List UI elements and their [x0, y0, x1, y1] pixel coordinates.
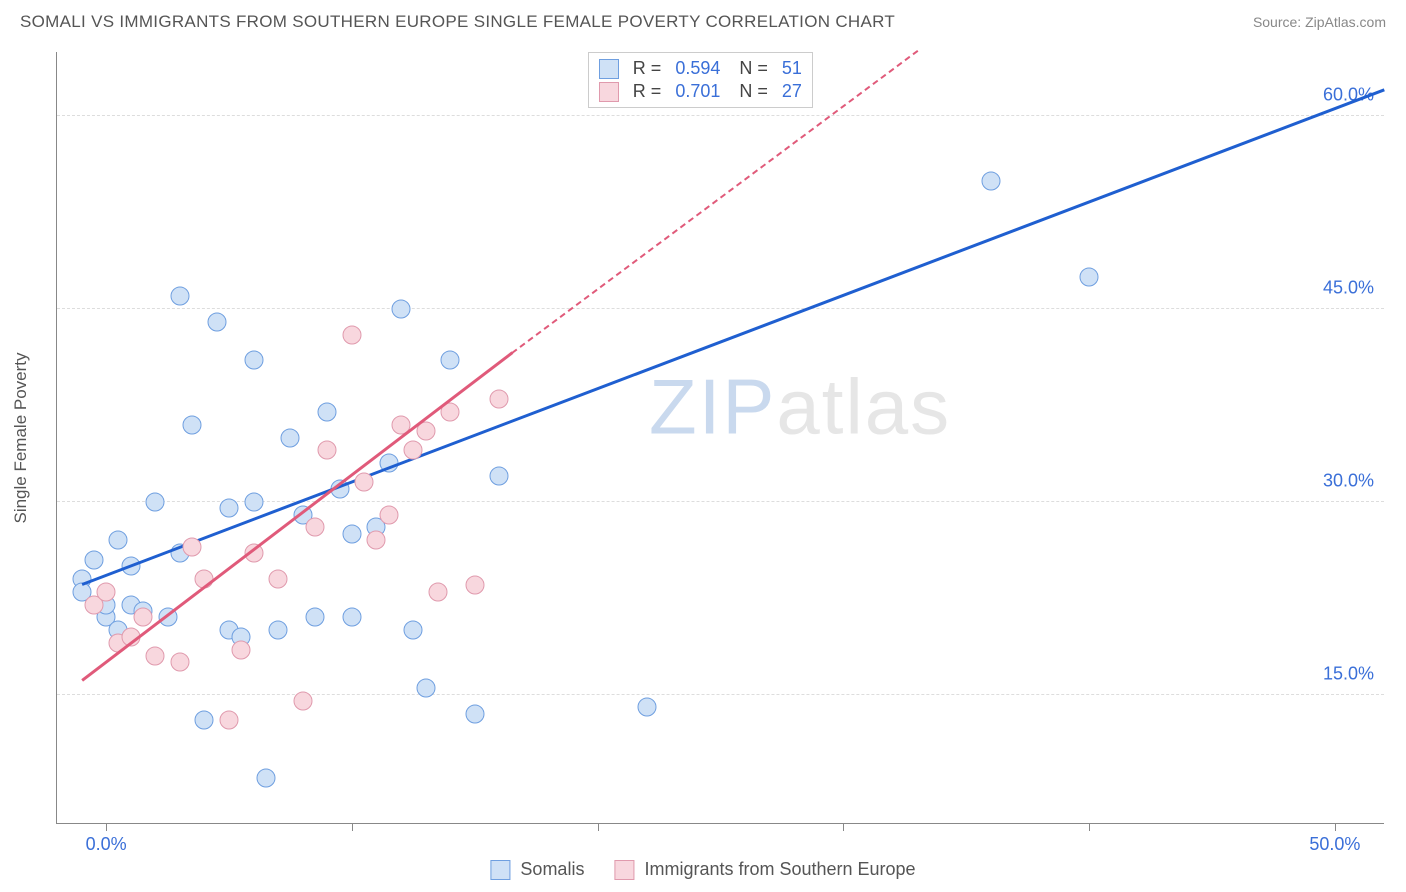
data-point: [293, 691, 312, 710]
data-point: [207, 312, 226, 331]
stat-label-r: R =: [633, 58, 662, 79]
stat-value-r-0: 0.594: [675, 58, 720, 79]
x-tick: [106, 823, 107, 831]
data-point: [269, 621, 288, 640]
y-tick-label: 15.0%: [1323, 663, 1374, 684]
data-point: [416, 679, 435, 698]
data-point: [355, 473, 374, 492]
data-point: [220, 499, 239, 518]
data-point: [342, 325, 361, 344]
data-point: [244, 492, 263, 511]
legend-swatch-1: [614, 860, 634, 880]
data-point: [146, 646, 165, 665]
x-tick-label: 50.0%: [1309, 834, 1360, 855]
chart-title: SOMALI VS IMMIGRANTS FROM SOUTHERN EUROP…: [20, 12, 895, 32]
watermark-atlas: atlas: [776, 362, 951, 450]
x-tick: [1335, 823, 1336, 831]
data-point: [404, 441, 423, 460]
data-point: [318, 441, 337, 460]
data-point: [220, 711, 239, 730]
data-point: [490, 389, 509, 408]
data-point: [428, 582, 447, 601]
legend-item-1: Immigrants from Southern Europe: [614, 859, 915, 880]
y-axis-label: Single Female Poverty: [11, 352, 31, 523]
data-point: [379, 505, 398, 524]
swatch-series-0: [599, 59, 619, 79]
data-point: [195, 711, 214, 730]
data-point: [306, 518, 325, 537]
data-point: [465, 704, 484, 723]
data-point: [490, 467, 509, 486]
data-point: [404, 621, 423, 640]
data-point: [170, 287, 189, 306]
stat-value-n-1: 27: [782, 81, 802, 102]
trend-line: [81, 88, 1384, 585]
plot-area: Single Female Poverty ZIPatlas R = 0.594…: [56, 52, 1384, 824]
gridline: [57, 308, 1384, 309]
stats-row-series-1: R = 0.701 N = 27: [599, 80, 802, 103]
data-point: [97, 582, 116, 601]
data-point: [146, 492, 165, 511]
data-point: [281, 428, 300, 447]
data-point: [318, 402, 337, 421]
data-point: [109, 531, 128, 550]
watermark: ZIPatlas: [649, 361, 951, 452]
stat-label-n: N =: [734, 81, 768, 102]
data-point: [342, 524, 361, 543]
x-tick: [598, 823, 599, 831]
gridline: [57, 115, 1384, 116]
source-attribution: Source: ZipAtlas.com: [1253, 14, 1386, 30]
data-point: [170, 653, 189, 672]
gridline: [57, 694, 1384, 695]
data-point: [134, 608, 153, 627]
stat-label-r: R =: [633, 81, 662, 102]
stat-value-r-1: 0.701: [675, 81, 720, 102]
legend-swatch-0: [490, 860, 510, 880]
data-point: [981, 171, 1000, 190]
stats-row-series-0: R = 0.594 N = 51: [599, 57, 802, 80]
watermark-zip: ZIP: [649, 362, 776, 450]
trend-line: [81, 352, 513, 682]
data-point: [637, 698, 656, 717]
data-point: [256, 769, 275, 788]
data-point: [465, 576, 484, 595]
stats-legend-box: R = 0.594 N = 51 R = 0.701 N = 27: [588, 52, 813, 108]
data-point: [269, 569, 288, 588]
data-point: [183, 415, 202, 434]
stat-label-n: N =: [734, 58, 768, 79]
x-tick: [1089, 823, 1090, 831]
data-point: [306, 608, 325, 627]
legend-item-0: Somalis: [490, 859, 584, 880]
data-point: [441, 351, 460, 370]
legend-label-1: Immigrants from Southern Europe: [644, 859, 915, 880]
data-point: [342, 608, 361, 627]
x-tick: [843, 823, 844, 831]
stat-value-n-0: 51: [782, 58, 802, 79]
swatch-series-1: [599, 82, 619, 102]
data-point: [1080, 267, 1099, 286]
legend-label-0: Somalis: [520, 859, 584, 880]
data-point: [367, 531, 386, 550]
data-point: [183, 537, 202, 556]
data-point: [84, 550, 103, 569]
y-tick-label: 45.0%: [1323, 278, 1374, 299]
data-point: [244, 351, 263, 370]
x-tick-label: 0.0%: [86, 834, 127, 855]
data-point: [392, 300, 411, 319]
x-tick: [352, 823, 353, 831]
data-point: [232, 640, 251, 659]
bottom-legend: Somalis Immigrants from Southern Europe: [490, 859, 915, 880]
y-tick-label: 30.0%: [1323, 470, 1374, 491]
